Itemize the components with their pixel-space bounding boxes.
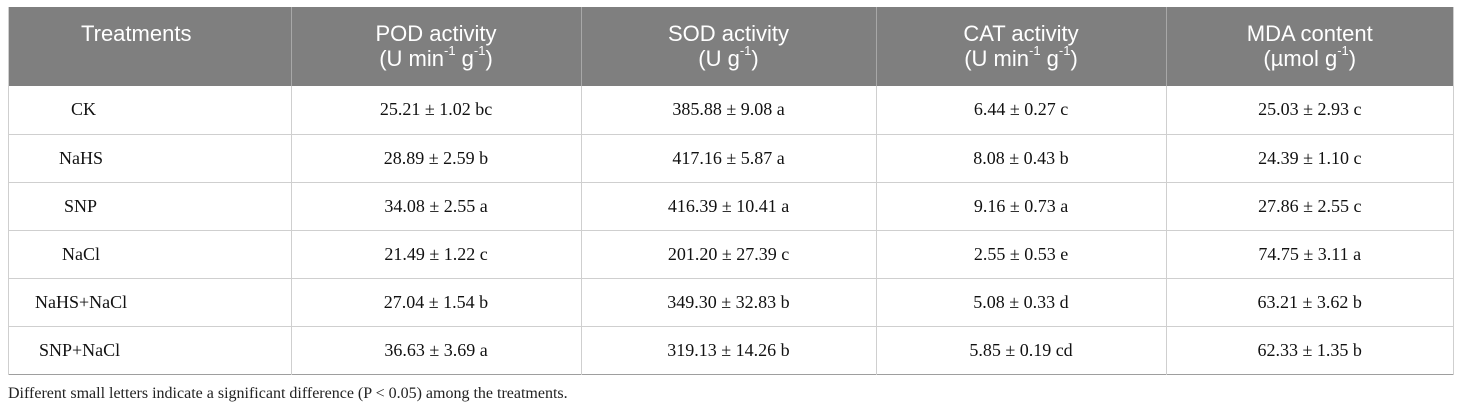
pod-cell: 25.21 ± 1.02 bc	[290, 86, 581, 134]
header-unit: (U min-1 g-1)	[964, 42, 1078, 71]
treatment-cell: CK	[71, 99, 97, 120]
table-header-row: Treatments POD activity (U min-1 g-1) SO…	[9, 7, 1453, 86]
header-label: MDA content	[1246, 21, 1373, 46]
mda-cell: 25.03 ± 2.93 c	[1165, 86, 1453, 134]
table-row: CK 25.21 ± 1.02 bc 385.88 ± 9.08 a 6.44 …	[9, 86, 1453, 134]
header-mda-content: MDA content (µmol g-1)	[1165, 7, 1453, 86]
table-row: SNP 34.08 ± 2.55 a 416.39 ± 10.41 a 9.16…	[9, 182, 1453, 230]
treatment-cell: NaHS+NaCl	[35, 291, 128, 312]
treatment-cell: NaHS	[59, 147, 103, 168]
mda-cell: 62.33 ± 1.35 b	[1165, 326, 1453, 374]
sod-cell: 319.13 ± 14.26 b	[580, 326, 876, 374]
table-row: NaHS 28.89 ± 2.59 b 417.16 ± 5.87 a 8.08…	[9, 134, 1453, 182]
header-unit: (U min-1 g-1)	[379, 42, 493, 71]
sod-cell: 385.88 ± 9.08 a	[580, 86, 876, 134]
pod-cell: 28.89 ± 2.59 b	[290, 134, 581, 182]
header-unit: (U g-1)	[698, 42, 759, 71]
pod-cell: 27.04 ± 1.54 b	[290, 278, 581, 326]
sod-cell: 201.20 ± 27.39 c	[580, 230, 876, 278]
treatment-data-table: Treatments POD activity (U min-1 g-1) SO…	[9, 7, 1453, 375]
header-unit: (µmol g-1)	[1263, 42, 1357, 71]
table-row: NaHS+NaCl 27.04 ± 1.54 b 349.30 ± 32.83 …	[9, 278, 1453, 326]
header-label: POD activity	[375, 21, 497, 46]
table-footnote: Different small letters indicate a signi…	[8, 385, 568, 402]
cat-cell: 5.85 ± 0.19 cd	[875, 326, 1166, 374]
header-sod-activity: SOD activity (U g-1)	[580, 7, 876, 86]
sod-cell: 349.30 ± 32.83 b	[580, 278, 876, 326]
mda-cell: 63.21 ± 3.62 b	[1165, 278, 1453, 326]
treatment-cell: SNP+NaCl	[39, 339, 121, 360]
sod-cell: 417.16 ± 5.87 a	[580, 134, 876, 182]
header-cat-activity: CAT activity (U min-1 g-1)	[875, 7, 1166, 86]
mda-cell: 74.75 ± 3.11 a	[1165, 230, 1453, 278]
table-row: NaCl 21.49 ± 1.22 c 201.20 ± 27.39 c 2.5…	[9, 230, 1453, 278]
sod-cell: 416.39 ± 10.41 a	[580, 182, 876, 230]
pod-cell: 36.63 ± 3.69 a	[290, 326, 581, 374]
header-label: CAT activity	[963, 21, 1079, 46]
treatment-cell: NaCl	[62, 243, 100, 264]
mda-cell: 27.86 ± 2.55 c	[1165, 182, 1453, 230]
cat-cell: 5.08 ± 0.33 d	[875, 278, 1166, 326]
header-label: Treatments	[81, 21, 192, 46]
treatment-cell: SNP	[64, 195, 98, 216]
cat-cell: 8.08 ± 0.43 b	[875, 134, 1166, 182]
mda-cell: 24.39 ± 1.10 c	[1165, 134, 1453, 182]
table-row: SNP+NaCl 36.63 ± 3.69 a 319.13 ± 14.26 b…	[9, 326, 1453, 374]
pod-cell: 21.49 ± 1.22 c	[290, 230, 581, 278]
data-table-container: Treatments POD activity (U min-1 g-1) SO…	[8, 7, 1454, 375]
pod-cell: 34.08 ± 2.55 a	[290, 182, 581, 230]
header-treatments: Treatments	[9, 7, 291, 86]
header-pod-activity: POD activity (U min-1 g-1)	[290, 7, 581, 86]
header-label: SOD activity	[667, 21, 790, 46]
cat-cell: 2.55 ± 0.53 e	[875, 230, 1166, 278]
cat-cell: 6.44 ± 0.27 c	[875, 86, 1166, 134]
cat-cell: 9.16 ± 0.73 a	[875, 182, 1166, 230]
